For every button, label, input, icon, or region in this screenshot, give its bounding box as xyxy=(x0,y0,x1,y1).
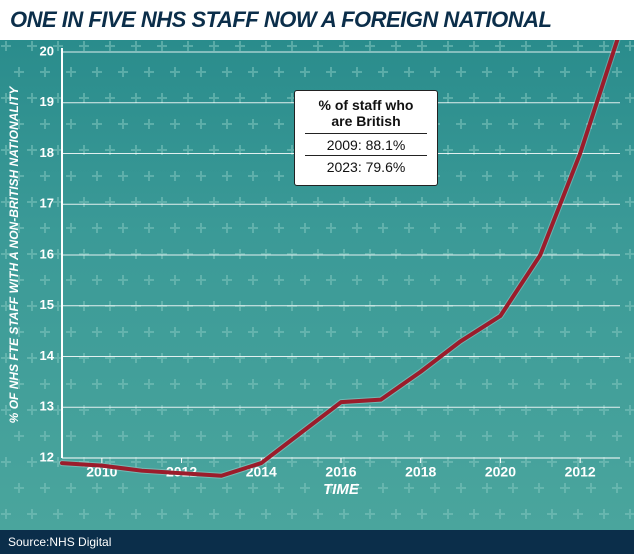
source-name: NHS Digital xyxy=(49,535,111,549)
svg-text:16: 16 xyxy=(40,246,54,261)
svg-text:2016: 2016 xyxy=(325,463,356,479)
svg-text:15: 15 xyxy=(40,297,54,312)
svg-text:14: 14 xyxy=(40,348,55,363)
svg-text:2012: 2012 xyxy=(565,463,596,479)
svg-text:17: 17 xyxy=(40,196,54,211)
svg-text:18: 18 xyxy=(40,145,54,160)
svg-text:20: 20 xyxy=(40,43,54,58)
figure: ONE IN FIVE NHS STAFF NOW A FOREIGN NATI… xyxy=(0,0,634,554)
chart-area: 1213141516171819202010201220142016201820… xyxy=(0,40,634,530)
callout-row: 2009: 88.1% xyxy=(305,133,427,155)
callout-title: % of staff who are British xyxy=(305,97,427,129)
svg-text:2018: 2018 xyxy=(405,463,436,479)
chart-title: ONE IN FIVE NHS STAFF NOW A FOREIGN NATI… xyxy=(10,7,551,33)
callout-rows: 2009: 88.1%2023: 79.6% xyxy=(305,133,427,177)
svg-text:2020: 2020 xyxy=(485,463,516,479)
title-bar: ONE IN FIVE NHS STAFF NOW A FOREIGN NATI… xyxy=(0,0,634,40)
source-bar: Source: NHS Digital xyxy=(0,530,634,554)
svg-text:12: 12 xyxy=(40,449,54,464)
svg-text:13: 13 xyxy=(40,399,54,414)
callout-box: % of staff who are British 2009: 88.1%20… xyxy=(294,90,438,186)
svg-text:19: 19 xyxy=(40,94,54,109)
svg-text:TIME: TIME xyxy=(323,481,360,498)
source-prefix: Source: xyxy=(8,535,49,549)
svg-text:% OF NHS FTE STAFF WITH A NON-: % OF NHS FTE STAFF WITH A NON-BRITISH NA… xyxy=(7,86,21,424)
callout-row: 2023: 79.6% xyxy=(305,155,427,177)
